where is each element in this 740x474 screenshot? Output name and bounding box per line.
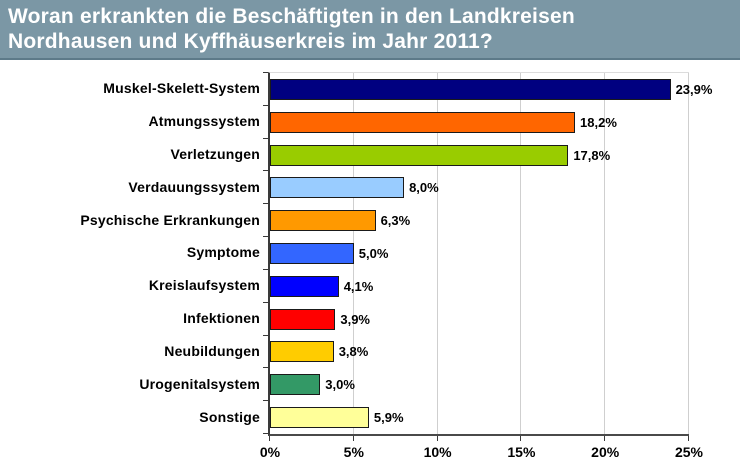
bar <box>270 210 376 232</box>
x-axis-tick-label: 0% <box>259 444 281 460</box>
bar <box>270 341 334 363</box>
value-label: 6,3% <box>380 213 411 229</box>
bar-row: 3,0% <box>270 368 689 401</box>
value-label: 3,8% <box>338 344 369 360</box>
bar <box>270 374 321 396</box>
bar-chart: Muskel-Skelett-System Atmungssystem Verlet… <box>0 60 740 464</box>
bar <box>270 177 405 199</box>
x-axis-tick <box>688 436 689 441</box>
bar <box>270 275 339 297</box>
title-banner: Woran erkrankten die Beschäftigten in de… <box>0 0 740 60</box>
bar <box>270 242 354 264</box>
y-axis-tick <box>263 301 268 303</box>
category-labels: Muskel-Skelett-System Atmungssystem Verlet… <box>0 72 260 433</box>
bar-row: 17,8% <box>270 139 689 172</box>
y-axis-tick <box>263 334 268 336</box>
y-axis-tick <box>263 72 268 73</box>
chart-title-line1: Woran erkrankten die Beschäftigten in de… <box>8 5 575 28</box>
bar-row: 5,0% <box>270 237 689 270</box>
category-label: Sonstige <box>199 408 260 425</box>
category-label: Psychische Erkrankungen <box>80 211 260 228</box>
gridline <box>604 73 606 434</box>
category-label: Kreislaufsystem <box>148 277 260 294</box>
category-label: Verletzungen <box>170 146 260 163</box>
bar <box>270 78 671 100</box>
plot-area: 23,9% 18,2% 17,8% 8,0% 6,3% 5,0% 4,1% 3,9% 3,8% 3… <box>263 72 712 441</box>
bar-row: 6,3% <box>270 204 689 237</box>
bar <box>270 111 576 133</box>
x-axis-tick <box>520 436 522 441</box>
value-label: 5,0% <box>358 245 389 261</box>
category-label: Muskel-Skelett-System <box>103 80 260 97</box>
x-axis-tick <box>352 436 354 441</box>
category-label: Atmungssystem <box>148 113 260 130</box>
x-axis-tick <box>604 436 606 441</box>
x-axis-tick <box>436 436 438 441</box>
value-label: 17,8% <box>573 147 611 163</box>
bar-row: 8,0% <box>270 171 689 204</box>
bar-row: 3,8% <box>270 336 689 369</box>
category-label: Symptome <box>186 244 260 261</box>
value-label: 5,9% <box>373 410 404 426</box>
y-axis-tick <box>263 203 268 205</box>
bar <box>270 407 369 429</box>
value-label: 23,9% <box>675 81 713 97</box>
y-axis-tick <box>263 433 268 434</box>
value-label: 4,1% <box>343 278 374 294</box>
value-label: 18,2% <box>580 114 617 130</box>
x-axis-tick-label: 15% <box>507 444 536 460</box>
x-axis-tick-label: 10% <box>423 444 452 460</box>
x-axis-tick-label: 25% <box>674 444 704 460</box>
bar-row: 23,9% <box>270 73 712 106</box>
gridline <box>688 73 689 434</box>
bar-row: 3,9% <box>270 303 689 336</box>
category-label: Urogenitalsystem <box>139 375 260 392</box>
y-axis-tick <box>263 400 268 402</box>
value-label: 8,0% <box>409 180 439 196</box>
y-axis-tick <box>263 104 268 106</box>
y-axis-tick <box>263 268 268 270</box>
category-label: Neubildungen <box>164 342 260 359</box>
gridline <box>436 73 438 434</box>
x-axis-tick-label: 20% <box>591 444 620 460</box>
bar-row: 18,2% <box>270 106 689 139</box>
bar-row: 5,9% <box>270 401 689 434</box>
gridline <box>520 73 522 434</box>
bar-row: 4,1% <box>270 270 689 303</box>
y-axis-tick <box>263 170 268 172</box>
chart-title-line2: Nordhausen und Kyffhäuserkreis im Jahr 2… <box>8 30 493 53</box>
value-label: 3,9% <box>340 311 370 327</box>
bar-rows: 23,9% 18,2% 17,8% 8,0% 6,3% 5,0% 4,1% 3,9% 3,8% 3… <box>270 73 712 434</box>
value-label: 3,0% <box>325 377 355 393</box>
y-axis-tick <box>263 236 268 238</box>
bar <box>270 144 569 166</box>
y-axis-tick <box>263 137 268 139</box>
category-label: Verdauungssystem <box>128 178 260 195</box>
category-label: Infektionen <box>183 310 260 327</box>
x-axis-tick-label: 5% <box>343 444 364 460</box>
bar <box>270 308 336 330</box>
x-axis-tick <box>269 436 270 441</box>
y-axis-tick <box>263 367 268 369</box>
